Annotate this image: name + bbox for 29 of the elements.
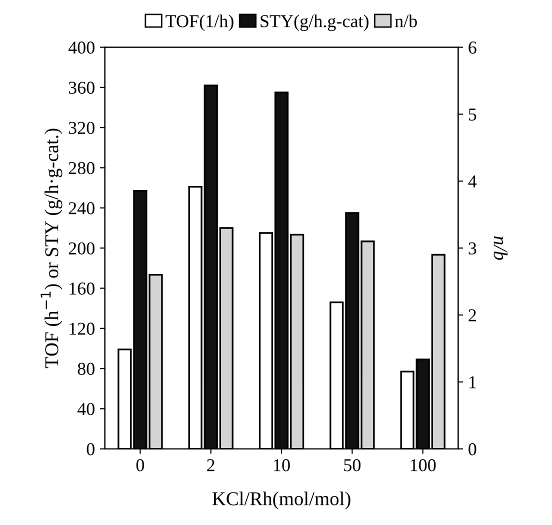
y-tick-label: 360 <box>68 82 94 94</box>
y2-tick-label: 4 <box>468 176 477 188</box>
y-tick-label: 80 <box>78 362 94 375</box>
x-tick-label: 0 <box>136 459 144 472</box>
y-tick-label: 40 <box>77 402 94 416</box>
x-tick-label: 100 <box>410 459 436 472</box>
y2-axis-title: n/b <box>494 236 508 260</box>
x-tick-label: 50 <box>344 459 361 472</box>
y-tick-label: 240 <box>68 202 94 214</box>
y2-tick-label: 2 <box>468 309 476 322</box>
y-tick-label: 320 <box>68 122 94 134</box>
legend-label: TOF(1/h) <box>166 14 234 31</box>
y2-tick-label: 3 <box>468 242 476 255</box>
x-tick-label: 2 <box>207 459 214 472</box>
x-axis-title: KCl/Rh(mol/mol) <box>212 492 350 510</box>
legend-label: STY(g/h.g-cat) <box>260 14 368 31</box>
y-tick-label: 200 <box>68 242 94 255</box>
y2-tick-label: 5 <box>468 108 476 121</box>
y-tick-label: 0 <box>86 443 94 456</box>
legend-label: n/b <box>394 14 417 28</box>
y2-tick-label: 0 <box>468 443 476 456</box>
y-tick-label: 120 <box>70 322 94 335</box>
y-tick-label: 280 <box>68 162 94 174</box>
x-tick-label: 10 <box>274 459 290 472</box>
y-axis-title: TOF (h$^{−1}$) or STY (g/h·g-cat.) <box>40 128 62 368</box>
y-tick-label: 160 <box>70 282 94 295</box>
y2-tick-label: 1 <box>469 376 476 388</box>
y2-tick-label: 6 <box>468 42 476 54</box>
y-tick-label: 400 <box>68 42 94 54</box>
